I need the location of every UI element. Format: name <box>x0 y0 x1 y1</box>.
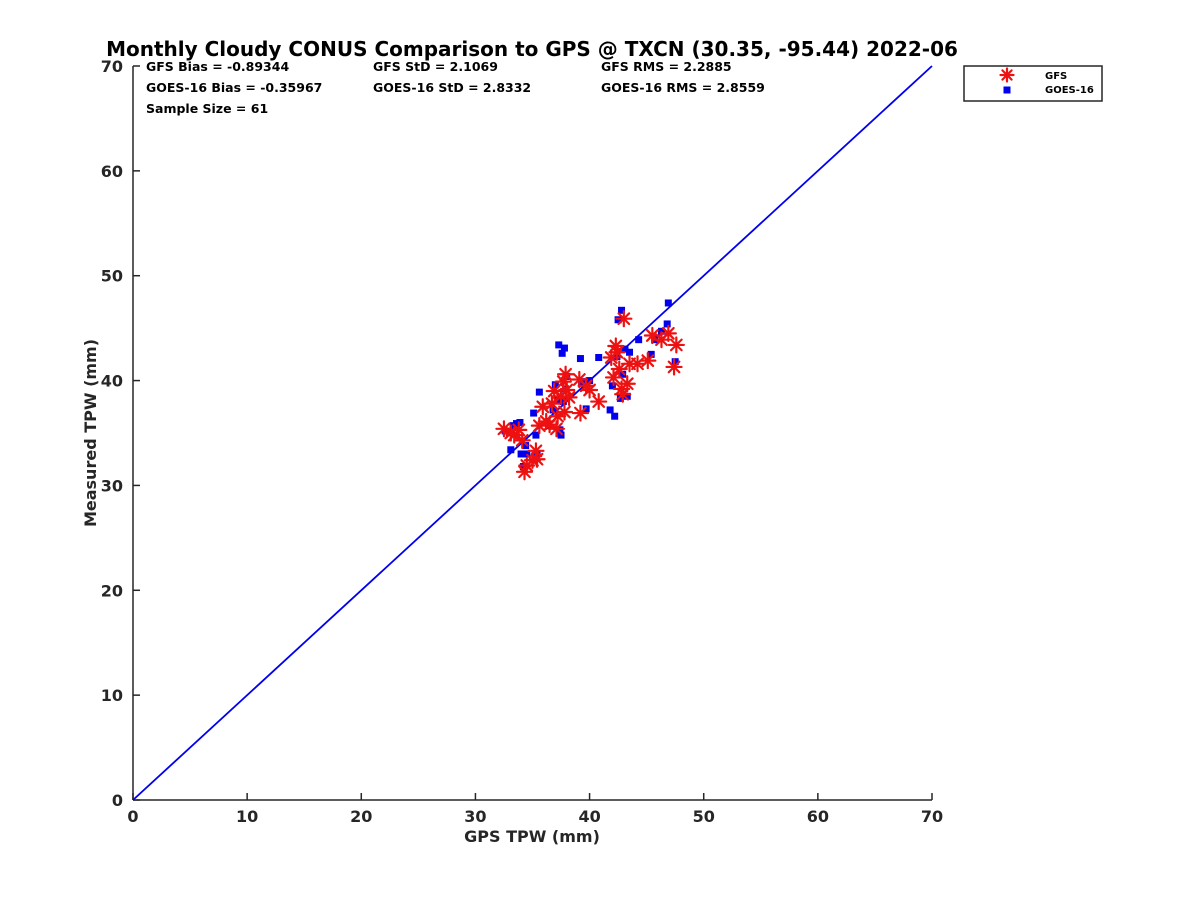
gfs-point <box>628 355 647 373</box>
legend-gfs-asterisk <box>999 67 1015 83</box>
gfs-point <box>555 403 574 421</box>
x-axis-label: GPS TPW (mm) <box>464 827 600 846</box>
gfs-point <box>659 324 677 342</box>
y-axis-ticks: 0 10 20 30 40 50 60 70 <box>101 57 140 810</box>
chart-title: Monthly Cloudy CONUS Comparison to GPS @… <box>106 37 958 61</box>
stats-block: GFS Bias = -0.89344 GFS StD = 2.1069 GFS… <box>146 59 765 116</box>
gfs-point <box>604 368 623 387</box>
x-tick-label: 70 <box>921 807 943 826</box>
goes16-point <box>576 355 584 363</box>
gfs-point <box>580 381 599 399</box>
gfs-point <box>639 352 657 370</box>
gfs-point <box>608 343 626 361</box>
goes16-point <box>560 344 568 352</box>
stat-goes-std: GOES-16 StD = 2.8332 <box>373 80 531 95</box>
gfs-point <box>571 404 590 422</box>
goes16-point <box>535 388 543 396</box>
gfs-point <box>615 310 633 328</box>
gfs-point <box>543 395 561 413</box>
gfs-point <box>510 421 528 439</box>
y-tick-label: 70 <box>101 57 123 76</box>
legend-goes16-label: GOES-16 <box>1045 85 1094 96</box>
stat-goes-rms: GOES-16 RMS = 2.8559 <box>601 80 765 95</box>
stat-gfs-rms: GFS RMS = 2.2885 <box>601 59 732 74</box>
goes16-point <box>586 377 594 385</box>
goes16-point <box>555 341 563 349</box>
goes16-point <box>647 350 655 358</box>
goes16-point <box>618 306 626 314</box>
goes16-point <box>664 299 672 307</box>
gfs-point <box>665 358 683 376</box>
stat-sample-size: Sample Size = 61 <box>146 101 268 116</box>
x-tick-label: 60 <box>807 807 829 826</box>
legend-goes16-square <box>1003 86 1011 94</box>
y-tick-label: 30 <box>101 476 123 495</box>
goes16-point <box>532 431 540 439</box>
goes16-point <box>619 370 627 378</box>
x-tick-label: 30 <box>464 807 486 826</box>
goes16-point <box>623 392 631 400</box>
gfs-point <box>667 336 685 354</box>
legend-goes16-marker <box>1003 86 1011 94</box>
goes16-point <box>635 336 643 344</box>
gfs-point <box>547 420 566 438</box>
gfs-point <box>513 431 531 449</box>
stat-gfs-bias: GFS Bias = -0.89344 <box>146 59 289 74</box>
gfs-point <box>557 365 575 383</box>
y-tick-label: 50 <box>101 267 123 286</box>
goes16-point <box>621 345 629 353</box>
x-tick-label: 50 <box>693 807 715 826</box>
goes16-point <box>530 409 538 417</box>
gfs-point <box>590 392 608 411</box>
y-tick-label: 10 <box>101 686 123 705</box>
x-tick-label: 20 <box>350 807 372 826</box>
goes16-point <box>616 394 624 402</box>
goes16-point <box>516 419 524 427</box>
legend: GFS GOES-16 <box>963 65 1103 102</box>
x-tick-label: 10 <box>236 807 258 826</box>
x-axis-ticks: 0 10 20 30 40 50 60 70 <box>127 793 943 826</box>
goes16-point <box>595 354 603 362</box>
x-tick-label: 0 <box>127 807 138 826</box>
goes16-point <box>611 412 619 420</box>
goes16-point <box>608 382 616 390</box>
gfs-point <box>528 450 546 468</box>
goes16-point <box>551 381 559 389</box>
goes16-point <box>522 442 530 450</box>
goes16-point <box>517 450 525 458</box>
goes16-point <box>606 406 614 414</box>
y-axis-label: Measured TPW (mm) <box>81 339 100 527</box>
stat-gfs-std: GFS StD = 2.1069 <box>373 59 498 74</box>
stat-goes-bias: GOES-16 Bias = -0.35967 <box>146 80 322 95</box>
goes16-point <box>558 349 566 357</box>
y-tick-label: 40 <box>101 372 123 391</box>
goes16-point <box>626 348 634 356</box>
gfs-point <box>560 388 578 406</box>
goes16-point <box>507 446 515 454</box>
legend-gfs-label: GFS <box>1045 71 1067 82</box>
legend-box <box>963 65 1103 102</box>
y-tick-label: 0 <box>112 791 123 810</box>
y-tick-label: 60 <box>101 162 123 181</box>
legend-gfs-marker <box>999 67 1015 83</box>
goes16-point <box>557 431 565 439</box>
goes16-point <box>671 358 679 366</box>
x-tick-label: 40 <box>578 807 600 826</box>
goes16-point <box>549 406 557 414</box>
y-tick-label: 20 <box>101 581 123 600</box>
goes16-point <box>663 320 671 328</box>
data-points <box>495 299 685 481</box>
gfs-point <box>618 375 636 393</box>
